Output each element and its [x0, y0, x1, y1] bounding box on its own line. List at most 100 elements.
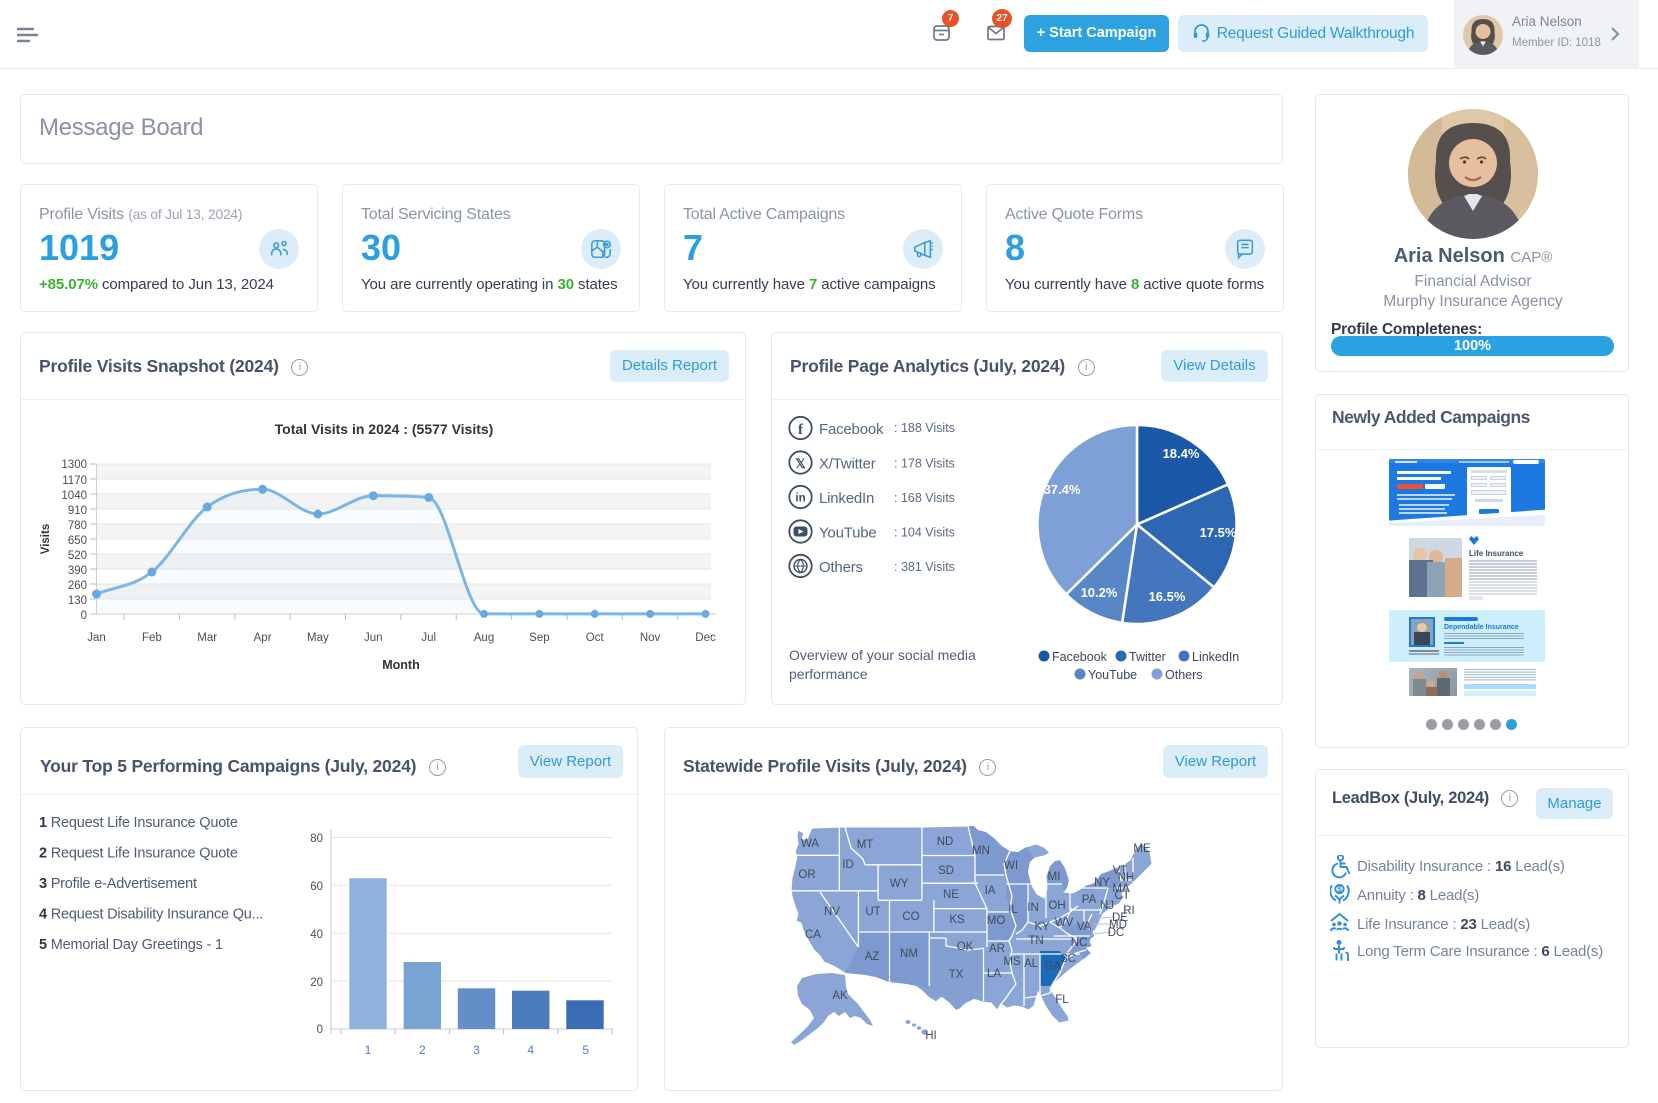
svg-text:Visits: Visits [40, 524, 52, 554]
svg-text:UT: UT [865, 906, 880, 918]
svg-text:NM: NM [900, 948, 918, 960]
svg-text:RI: RI [1123, 905, 1135, 917]
svg-text:X/Twitter: X/Twitter [819, 456, 876, 473]
svg-text:LinkedIn: LinkedIn [819, 490, 874, 507]
svg-text:TX: TX [949, 969, 964, 981]
svg-text:VA: VA [1077, 921, 1092, 933]
svg-text:: 104 Visits: : 104 Visits [894, 526, 955, 540]
svg-text:YouTube: YouTube [1088, 668, 1137, 682]
svg-text:Overview of your social media: Overview of your social media [789, 647, 976, 663]
svg-text:: 188 Visits: : 188 Visits [894, 421, 955, 435]
svg-text:MN: MN [972, 845, 990, 857]
svg-text:f: f [798, 422, 804, 438]
svg-text:OH: OH [1048, 900, 1065, 912]
svg-text:LinkedIn: LinkedIn [1192, 650, 1239, 664]
svg-text:10.2%: 10.2% [1081, 585, 1118, 600]
svg-text:Total Visits in 2024 : (5577 V: Total Visits in 2024 : (5577 Visits) [275, 421, 494, 437]
svg-text:ID: ID [842, 859, 854, 871]
svg-text:MO: MO [987, 915, 1006, 927]
svg-text:910: 910 [68, 505, 87, 517]
svg-text:NH: NH [1118, 872, 1135, 884]
svg-text:40: 40 [310, 929, 323, 941]
svg-text:CT: CT [1114, 890, 1129, 902]
svg-text:: 178 Visits: : 178 Visits [894, 457, 955, 471]
svg-text:650: 650 [68, 535, 87, 547]
svg-text:Nov: Nov [640, 632, 661, 644]
svg-text:YouTube: YouTube [819, 525, 877, 542]
svg-text:WY: WY [890, 878, 909, 890]
svg-text:$: $ [1337, 885, 1342, 894]
svg-text:MD: MD [1109, 919, 1127, 931]
svg-text:PA: PA [1082, 894, 1097, 906]
svg-text:SD: SD [938, 865, 954, 877]
svg-text:TN: TN [1028, 935, 1043, 947]
svg-text:ME: ME [1133, 843, 1151, 855]
svg-text:1040: 1040 [61, 490, 87, 502]
svg-text:WV: WV [1055, 917, 1074, 929]
svg-text:FL: FL [1055, 994, 1069, 1006]
svg-text:520: 520 [68, 550, 87, 562]
svg-text:NJ: NJ [1100, 900, 1114, 912]
svg-text:Life Insurance : 23 Lead(s): Life Insurance : 23 Lead(s) [1357, 916, 1530, 933]
svg-text:CA: CA [805, 929, 821, 941]
svg-text:NY: NY [1094, 877, 1110, 889]
svg-text:Month: Month [382, 658, 419, 672]
svg-text:390: 390 [68, 565, 87, 577]
svg-text:WI: WI [1004, 860, 1018, 872]
svg-text:Jan: Jan [87, 632, 106, 644]
svg-text:1: 1 [365, 1043, 372, 1057]
svg-text:Jun: Jun [364, 632, 383, 644]
svg-text:Sep: Sep [529, 632, 549, 644]
svg-text:DE: DE [1112, 912, 1128, 924]
svg-text:NC: NC [1071, 937, 1088, 949]
svg-text:260: 260 [68, 580, 87, 592]
svg-text:WA: WA [801, 838, 819, 850]
svg-text:4 Request Disability Insurance: 4 Request Disability Insurance Qu... [39, 907, 263, 923]
svg-text:5 Memorial Day Greetings - 1: 5 Memorial Day Greetings - 1 [39, 937, 223, 953]
svg-text:LA: LA [987, 968, 1001, 980]
svg-text:Aug: Aug [474, 632, 494, 644]
svg-text:20: 20 [310, 977, 323, 989]
svg-text:80: 80 [310, 833, 323, 845]
svg-text:Jul: Jul [421, 632, 436, 644]
svg-text:ND: ND [937, 836, 954, 848]
svg-text:VT: VT [1113, 865, 1128, 877]
svg-text:MI: MI [1048, 871, 1061, 883]
svg-text:IN: IN [1027, 902, 1039, 914]
svg-text:5: 5 [582, 1043, 589, 1057]
svg-text:AK: AK [832, 990, 848, 1002]
svg-text:16.5%: 16.5% [1149, 589, 1186, 604]
svg-text:0: 0 [81, 610, 87, 622]
svg-text:1300: 1300 [61, 459, 87, 471]
svg-text:Others: Others [1165, 668, 1203, 682]
svg-text:130: 130 [68, 595, 87, 607]
svg-text:Others: Others [819, 559, 863, 576]
svg-text:17.5%: 17.5% [1200, 525, 1237, 540]
svg-text:AL: AL [1024, 958, 1039, 970]
svg-text:AZ: AZ [865, 951, 880, 963]
svg-text:60: 60 [310, 881, 323, 893]
svg-text:𝕏: 𝕏 [795, 456, 806, 471]
svg-text:3: 3 [473, 1043, 480, 1057]
svg-text:performance: performance [789, 666, 868, 682]
svg-text:IL: IL [1008, 904, 1018, 916]
svg-text:MS: MS [1003, 956, 1021, 968]
svg-text:OR: OR [798, 869, 815, 881]
svg-text:GA: GA [1045, 961, 1062, 973]
svg-text:Oct: Oct [586, 632, 605, 644]
svg-text:2: 2 [419, 1043, 426, 1057]
svg-text:780: 780 [68, 520, 87, 532]
svg-text:SC: SC [1060, 953, 1076, 965]
svg-text:Long Term Care Insurance : 6 L: Long Term Care Insurance : 6 Lead(s) [1357, 943, 1603, 960]
svg-text:DC: DC [1108, 927, 1125, 939]
svg-text:KY: KY [1034, 921, 1050, 933]
svg-text:37.4%: 37.4% [1044, 482, 1081, 497]
svg-text:CO: CO [902, 911, 919, 923]
svg-text:0: 0 [317, 1024, 323, 1036]
svg-text:Facebook: Facebook [1052, 650, 1108, 664]
svg-text:Annuity : 8 Lead(s): Annuity : 8 Lead(s) [1357, 887, 1479, 904]
svg-text:1170: 1170 [62, 475, 87, 487]
svg-text:: 381 Visits: : 381 Visits [894, 560, 955, 574]
svg-text:IA: IA [985, 885, 996, 897]
svg-text:Dec: Dec [695, 632, 716, 644]
